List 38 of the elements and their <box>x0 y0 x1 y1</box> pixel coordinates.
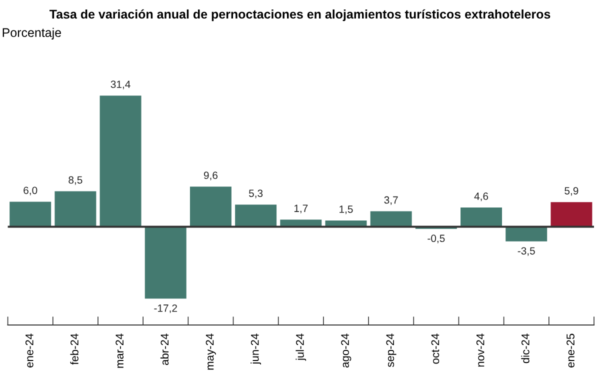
data-label: 6,0 <box>24 186 38 196</box>
x-tick-label: ene-24 <box>25 334 34 368</box>
y-axis-title: Porcentaje <box>2 28 62 40</box>
data-label: 31,4 <box>110 80 130 90</box>
x-tick-label: ago-24 <box>341 334 352 368</box>
x-tick-label: ene-25 <box>566 334 574 368</box>
bar <box>100 96 142 227</box>
data-label: 1,7 <box>294 204 308 214</box>
bar <box>144 226 186 299</box>
x-tick-label: jun-24 <box>250 334 261 364</box>
x-tick-label: mar-24 <box>116 334 124 368</box>
x-tick-label: dic-24 <box>521 334 530 364</box>
bar <box>506 226 548 242</box>
bar <box>235 204 277 227</box>
x-tick-label: feb-24 <box>70 334 78 365</box>
bar <box>10 202 52 227</box>
bar <box>54 191 96 227</box>
data-label: 1,5 <box>340 206 353 214</box>
x-tick-label: may-24 <box>206 334 216 370</box>
data-label: 4,6 <box>474 192 488 202</box>
data-label: 3,7 <box>384 196 398 205</box>
x-tick-label: abr-24 <box>160 334 169 365</box>
data-label: -17,2 <box>154 304 177 314</box>
x-tick-label: jul-24 <box>296 334 306 361</box>
x-tick-label: sep-24 <box>386 334 396 367</box>
x-tick-label: nov-24 <box>476 334 484 367</box>
x-tick-label: oct-24 <box>431 334 440 364</box>
bar <box>370 211 412 227</box>
data-label: -0,5 <box>428 234 445 244</box>
data-label: 5,9 <box>564 187 578 196</box>
chart-title: Tasa de variación anual de pernoctaciones en alojamientos turísticos extrahoteleros <box>49 9 550 22</box>
data-label: -3,5 <box>518 247 535 256</box>
bar <box>550 202 592 227</box>
bar <box>190 186 232 227</box>
data-label: 9,6 <box>204 172 218 180</box>
bar <box>460 208 502 227</box>
data-label: 8,5 <box>68 176 82 185</box>
data-label: 5,3 <box>248 190 263 198</box>
